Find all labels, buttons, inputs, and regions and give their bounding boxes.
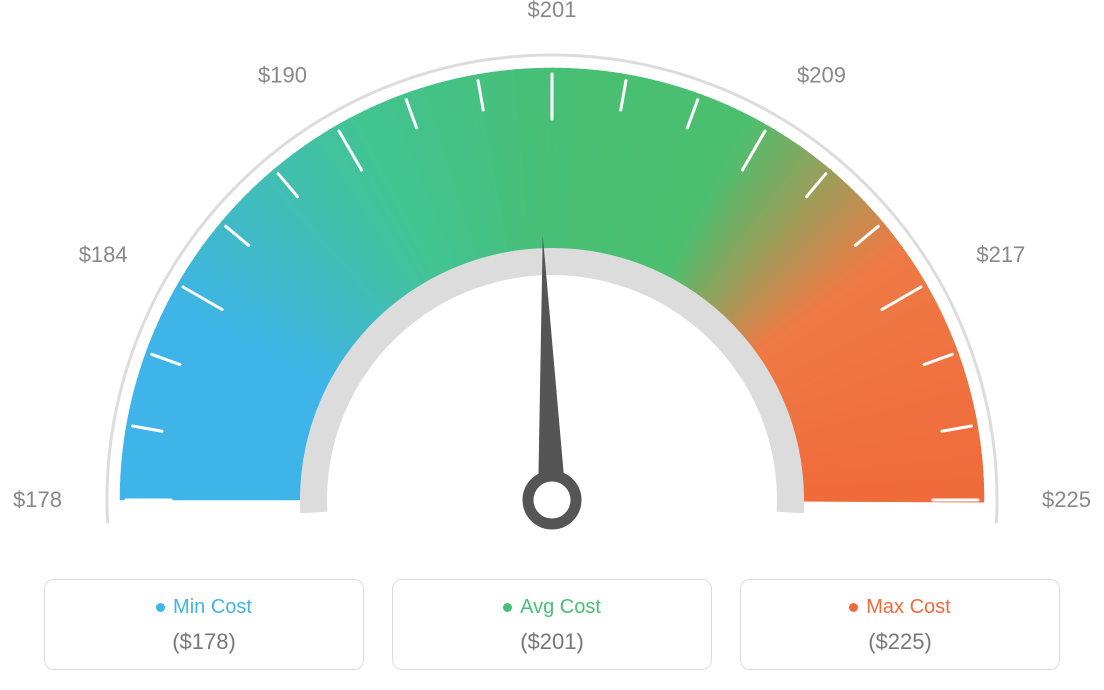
legend-title-text-min: Min Cost <box>173 596 252 619</box>
legend-value-max: ($225) <box>751 629 1049 655</box>
gauge-tick-label: $225 <box>1042 487 1091 512</box>
legend-dot-avg <box>503 603 512 612</box>
legend-title-avg: Avg Cost <box>503 596 601 619</box>
legend-row: Min Cost ($178) Avg Cost ($201) Max Cost… <box>0 579 1104 670</box>
legend-title-text-max: Max Cost <box>866 596 950 619</box>
gauge-tick-label: $201 <box>528 0 577 22</box>
legend-card-avg: Avg Cost ($201) <box>392 579 712 670</box>
gauge-svg: $178 $184 $190 $201 $209 $217 $225 <box>0 0 1104 575</box>
legend-card-min: Min Cost ($178) <box>44 579 364 670</box>
cost-gauge-widget: $178 $184 $190 $201 $209 $217 $225 Min Cost ($… <box>0 0 1104 690</box>
gauge-area: $178 $184 $190 $201 $209 $217 $225 <box>0 0 1104 560</box>
legend-title-text-avg: Avg Cost <box>520 596 601 619</box>
legend-dot-min <box>156 603 165 612</box>
gauge-tick-label: $178 <box>13 487 62 512</box>
gauge-tick-label: $190 <box>258 63 307 88</box>
legend-value-avg: ($201) <box>403 629 701 655</box>
legend-value-min: ($178) <box>55 629 353 655</box>
gauge-tick-label: $209 <box>797 63 846 88</box>
legend-dot-max <box>849 603 858 612</box>
legend-card-max: Max Cost ($225) <box>740 579 1060 670</box>
gauge-tick-label: $217 <box>976 242 1025 267</box>
gauge-tick-label: $184 <box>79 242 128 267</box>
legend-title-max: Max Cost <box>849 596 950 619</box>
legend-title-min: Min Cost <box>156 596 252 619</box>
